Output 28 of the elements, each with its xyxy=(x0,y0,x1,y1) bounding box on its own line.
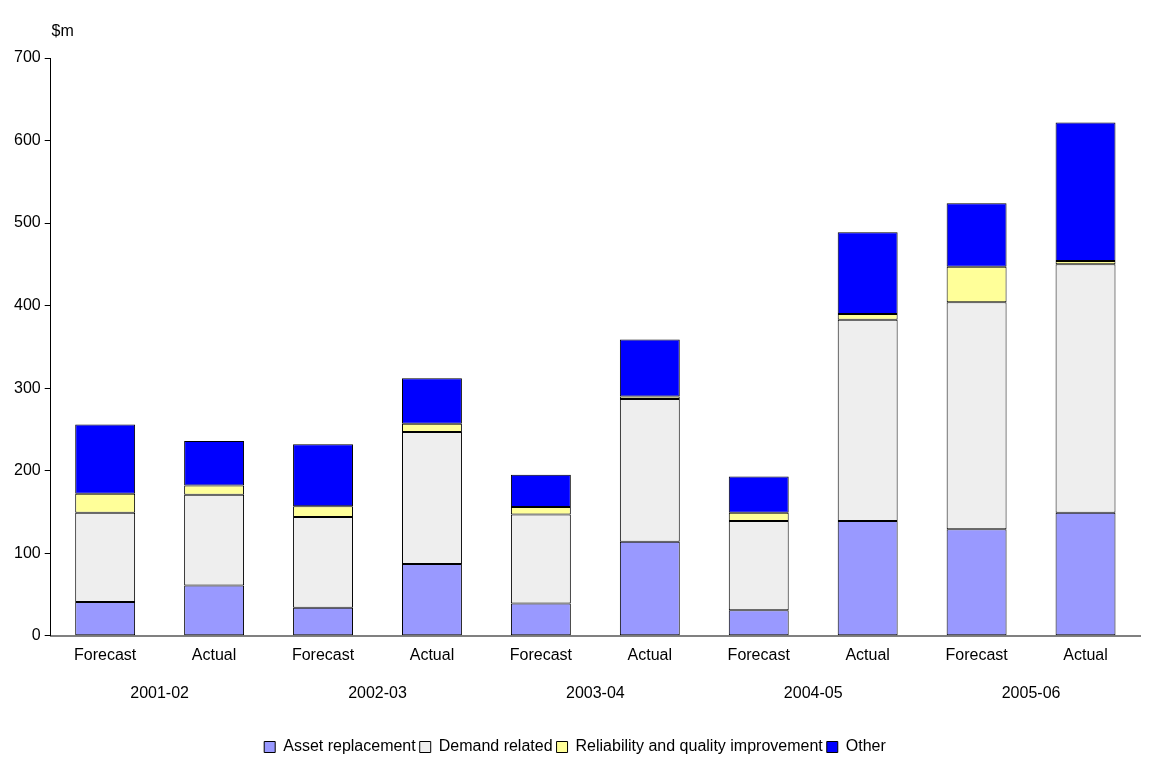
text: 2005-06 xyxy=(1001,684,1061,702)
y-tick-label: 100 xyxy=(13,543,41,561)
text: 2002-03 xyxy=(348,684,407,702)
x-tick-label: Forecast xyxy=(727,645,791,663)
x-tick-label: Actual xyxy=(191,645,237,663)
x-tick-label: Actual xyxy=(1063,645,1108,663)
y-tick-label: 300 xyxy=(13,378,41,396)
x-tick-label: Actual xyxy=(627,645,673,663)
legend-label: Other xyxy=(845,737,887,755)
y-tick-label: 700 xyxy=(13,48,41,66)
x-tick-label: Forecast xyxy=(509,645,573,663)
x-tick-label: Actual xyxy=(409,645,455,663)
y-tick-label: 600 xyxy=(13,130,41,148)
x-tick-label: Forecast xyxy=(74,645,137,663)
x-tick-label: Forecast xyxy=(945,645,1009,663)
y-tick-label: 0 xyxy=(31,626,41,644)
legend-label: Reliability and quality improvement xyxy=(575,737,824,755)
x-tick-label: Actual xyxy=(845,645,890,663)
legend-label: Asset replacement xyxy=(283,737,417,755)
text: 2001-02 xyxy=(130,684,190,702)
y-tick-label: 400 xyxy=(13,296,41,314)
y-tick-label: 500 xyxy=(13,213,41,231)
legend-label: Demand related xyxy=(438,737,553,755)
y-axis-title: $m xyxy=(51,22,74,40)
text: 2003-04 xyxy=(565,684,625,702)
y-tick-label: 200 xyxy=(13,461,41,479)
x-tick-label: Forecast xyxy=(291,645,355,663)
text: 2004-05 xyxy=(783,684,843,702)
